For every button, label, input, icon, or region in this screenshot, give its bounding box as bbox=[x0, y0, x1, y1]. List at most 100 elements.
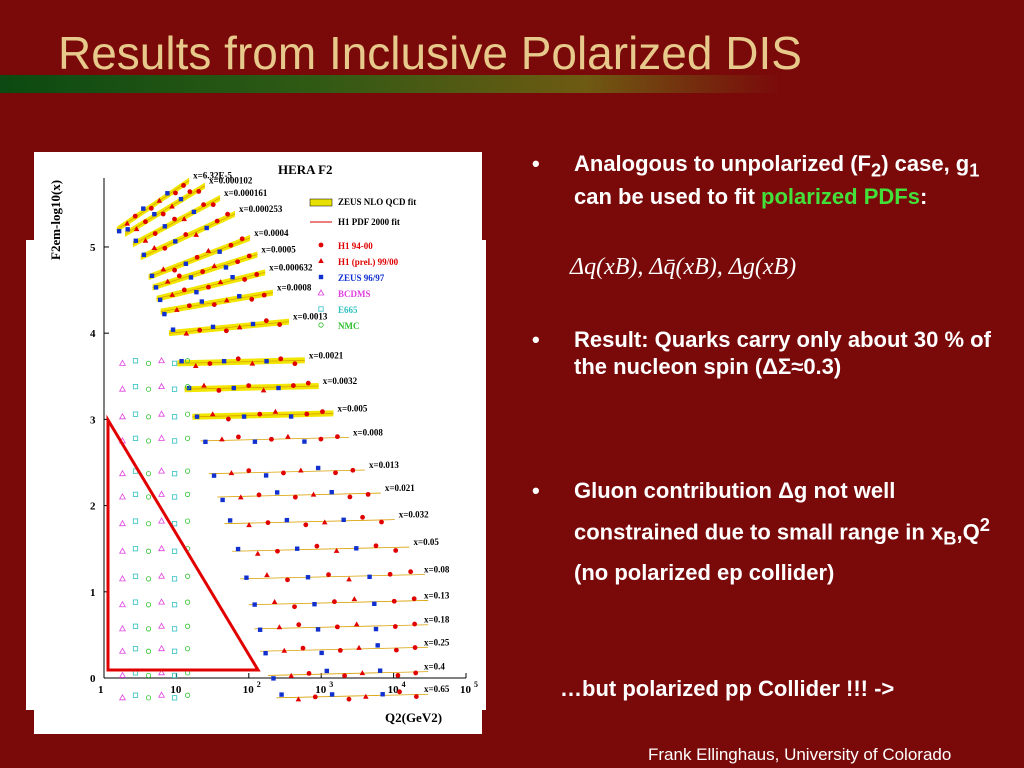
data-point bbox=[132, 573, 139, 579]
legend-label: H1 PDF 2000 fit bbox=[338, 217, 400, 227]
data-point bbox=[351, 596, 358, 602]
data-point bbox=[271, 676, 276, 681]
bin-label: x=0.65 bbox=[424, 684, 450, 694]
data-point bbox=[324, 668, 329, 674]
data-point bbox=[249, 296, 255, 302]
data-point bbox=[194, 414, 200, 419]
data-point bbox=[315, 465, 321, 471]
data-point bbox=[158, 622, 166, 629]
data-point bbox=[395, 673, 401, 678]
data-point bbox=[172, 267, 177, 273]
data-point bbox=[246, 253, 252, 259]
legend-label: E665 bbox=[338, 305, 358, 315]
data-point bbox=[186, 303, 192, 309]
data-point bbox=[237, 294, 242, 299]
data-point bbox=[298, 467, 304, 473]
data-point bbox=[171, 548, 178, 554]
data-point bbox=[260, 387, 267, 393]
data-point bbox=[118, 385, 126, 392]
data-point bbox=[413, 670, 419, 676]
fit-line bbox=[184, 385, 319, 390]
data-point bbox=[211, 262, 218, 268]
data-point bbox=[164, 278, 171, 284]
data-point bbox=[279, 692, 284, 697]
data-point bbox=[216, 388, 222, 393]
data-point bbox=[337, 647, 343, 653]
data-point bbox=[153, 285, 159, 290]
data-point bbox=[171, 414, 178, 420]
data-point bbox=[171, 602, 178, 608]
fit-line bbox=[152, 254, 258, 288]
data-point bbox=[393, 647, 399, 653]
x-tick-label: 1 bbox=[98, 684, 104, 696]
data-point bbox=[145, 521, 152, 527]
subscript: 2 bbox=[870, 159, 882, 181]
slide-title: Results from Inclusive Polarized DIS bbox=[58, 27, 802, 79]
data-point bbox=[231, 385, 236, 391]
data-point bbox=[285, 433, 291, 439]
data-point bbox=[160, 211, 166, 217]
data-point bbox=[412, 645, 418, 650]
bin-label: x=0.4 bbox=[424, 662, 445, 672]
data-point bbox=[276, 624, 283, 630]
data-point bbox=[145, 494, 152, 500]
data-point bbox=[145, 695, 152, 701]
data-point bbox=[118, 600, 126, 608]
data-point bbox=[205, 247, 212, 253]
data-point bbox=[171, 521, 178, 527]
data-point bbox=[373, 543, 379, 549]
data-point bbox=[145, 414, 152, 420]
data-point bbox=[217, 249, 222, 254]
data-point bbox=[281, 647, 288, 653]
y-tick-label: 1 bbox=[90, 587, 96, 599]
data-point bbox=[184, 435, 191, 441]
data-point bbox=[162, 311, 167, 317]
data-point bbox=[321, 519, 328, 525]
data-point bbox=[263, 651, 268, 656]
data-point bbox=[365, 492, 371, 497]
data-point bbox=[200, 269, 206, 275]
data-point bbox=[252, 602, 257, 607]
y-axis-label: F2em-log10(x) bbox=[48, 180, 63, 260]
data-point bbox=[211, 302, 217, 308]
data-point bbox=[194, 289, 199, 295]
data-point bbox=[132, 599, 139, 605]
data-point bbox=[158, 490, 166, 497]
data-point bbox=[319, 650, 324, 656]
data-point bbox=[225, 211, 231, 217]
bullet-gluon: • Gluon contribution Δg not well constra… bbox=[530, 474, 1000, 590]
data-point bbox=[310, 491, 317, 497]
data-point bbox=[169, 291, 176, 297]
data-point bbox=[367, 574, 372, 580]
fit-line bbox=[208, 469, 366, 475]
data-point bbox=[256, 492, 262, 498]
data-point bbox=[132, 213, 138, 219]
data-point bbox=[173, 239, 178, 244]
data-point bbox=[271, 599, 278, 605]
x-tick-exponent: 4 bbox=[402, 680, 406, 689]
data-point bbox=[223, 328, 229, 334]
bin-label: x=0.021 bbox=[385, 483, 415, 493]
data-point bbox=[171, 695, 178, 701]
data-point bbox=[183, 232, 189, 237]
data-point bbox=[412, 621, 418, 627]
data-point bbox=[292, 604, 297, 610]
data-point bbox=[241, 414, 247, 419]
data-point bbox=[295, 696, 302, 702]
data-point bbox=[223, 265, 229, 270]
data-point bbox=[178, 196, 184, 202]
data-point bbox=[326, 572, 331, 578]
data-point bbox=[201, 382, 207, 388]
data-point bbox=[278, 356, 284, 362]
data-point bbox=[342, 673, 347, 679]
data-point bbox=[158, 517, 166, 524]
data-point bbox=[217, 279, 224, 285]
data-point bbox=[203, 439, 208, 445]
data-point bbox=[277, 322, 283, 327]
data-point bbox=[235, 259, 241, 265]
data-point bbox=[158, 467, 166, 474]
data-point bbox=[246, 468, 252, 474]
x-tick-label: 10 bbox=[388, 684, 400, 696]
x-tick-label: 10 bbox=[315, 684, 327, 696]
bullet-text: (no polarized ep collider) bbox=[574, 559, 835, 585]
